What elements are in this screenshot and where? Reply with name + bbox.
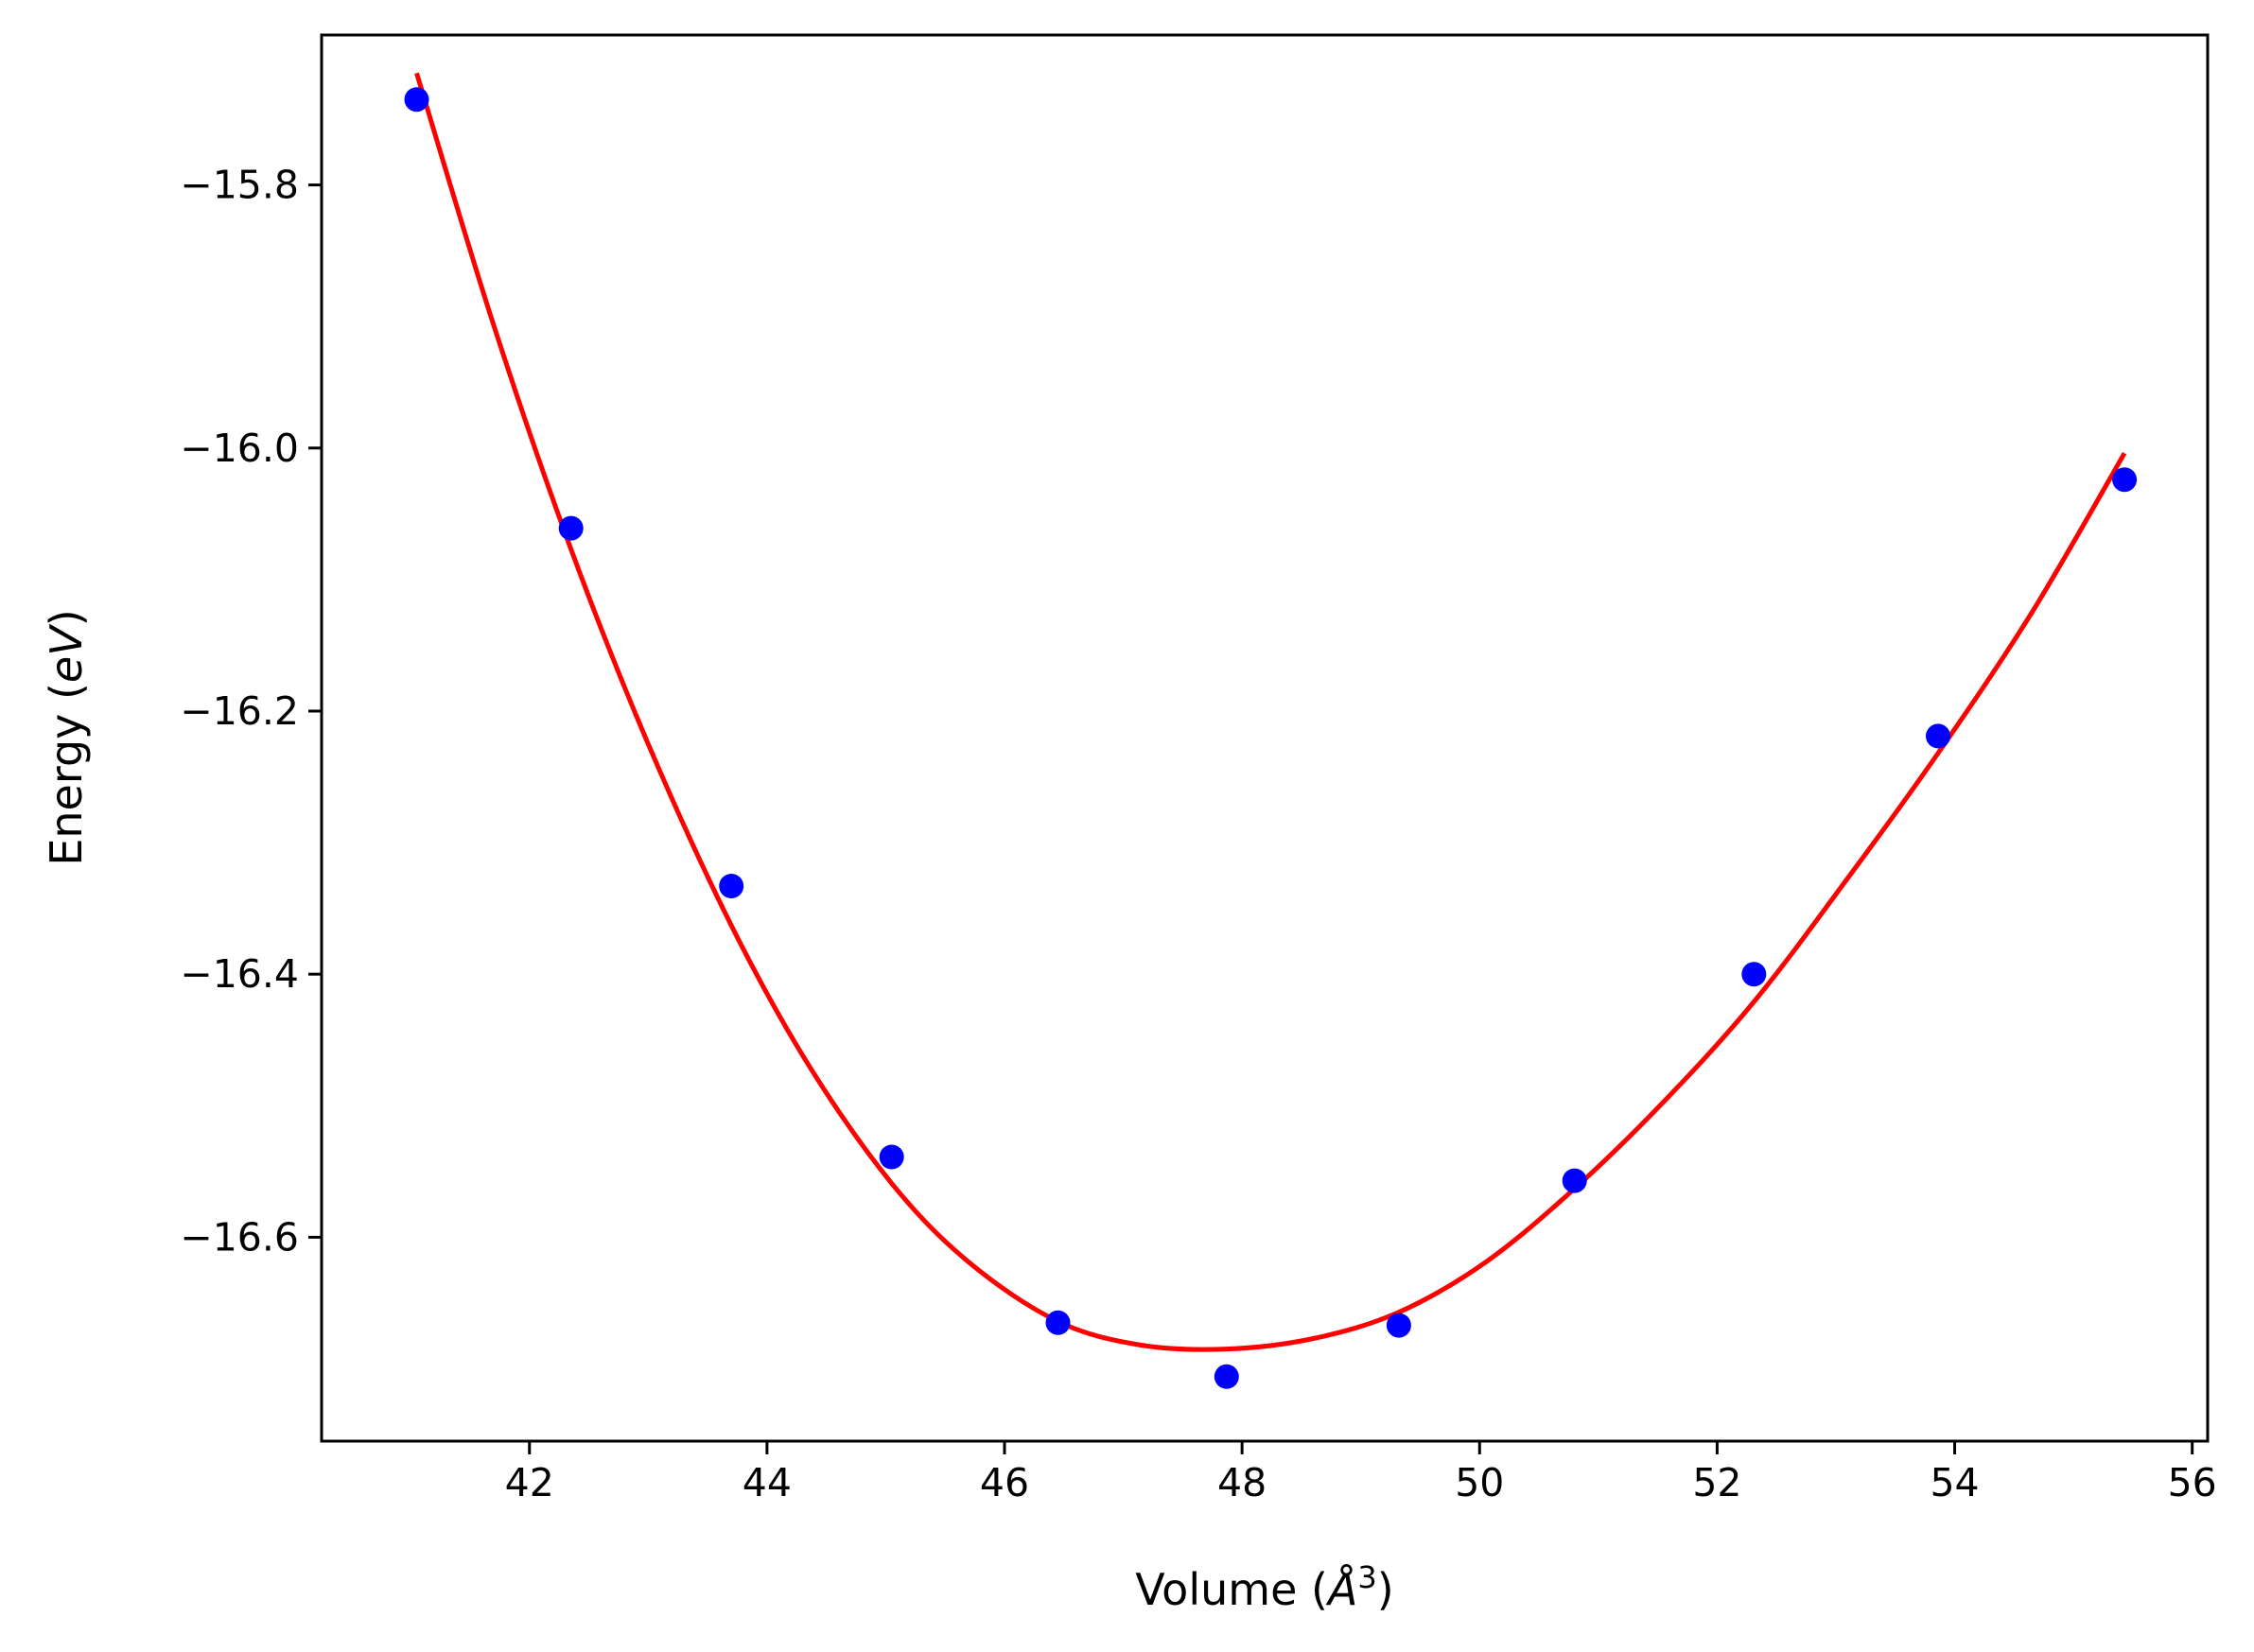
fit-curve: [414, 72, 2127, 1352]
y-tick-label: −16.0: [180, 426, 299, 471]
data-point: [1741, 962, 1767, 987]
data-point: [879, 1144, 904, 1170]
data-points: [404, 87, 2138, 1389]
y-axis-ticks: −15.8 −16.0 −16.2 −16.4 −16.6: [180, 163, 322, 1260]
x-tick-label: 48: [1217, 1460, 1267, 1505]
x-axis-label: Volume (Å3): [1135, 1559, 1393, 1615]
y-tick-label: −16.2: [180, 688, 299, 734]
data-point: [2112, 467, 2138, 493]
x-tick-label: 42: [505, 1460, 554, 1505]
x-tick-label: 46: [980, 1460, 1029, 1505]
x-tick-label: 54: [1930, 1460, 1979, 1505]
plot-area: [404, 72, 2138, 1389]
x-tick-label: 56: [2168, 1460, 2217, 1505]
x-tick-label: 52: [1692, 1460, 1741, 1505]
x-axis-ticks: 42 44 46 48 50 52 54 56: [505, 1441, 2217, 1505]
axes-frame: [320, 33, 2210, 1443]
x-tick-label: 50: [1455, 1460, 1504, 1505]
data-point: [719, 874, 744, 898]
data-point: [1045, 1310, 1071, 1335]
data-point: [558, 515, 584, 541]
y-tick-label: −15.8: [180, 163, 299, 208]
y-tick-label: −16.4: [180, 951, 299, 997]
data-point: [1926, 723, 1950, 749]
data-point: [1214, 1364, 1239, 1389]
x-tick-label: 44: [743, 1460, 792, 1505]
data-point: [1562, 1168, 1587, 1193]
y-axis-label: Energy (eV): [41, 609, 92, 865]
y-tick-label: −16.6: [180, 1214, 299, 1260]
data-point: [404, 87, 429, 113]
data-point: [1386, 1313, 1411, 1338]
